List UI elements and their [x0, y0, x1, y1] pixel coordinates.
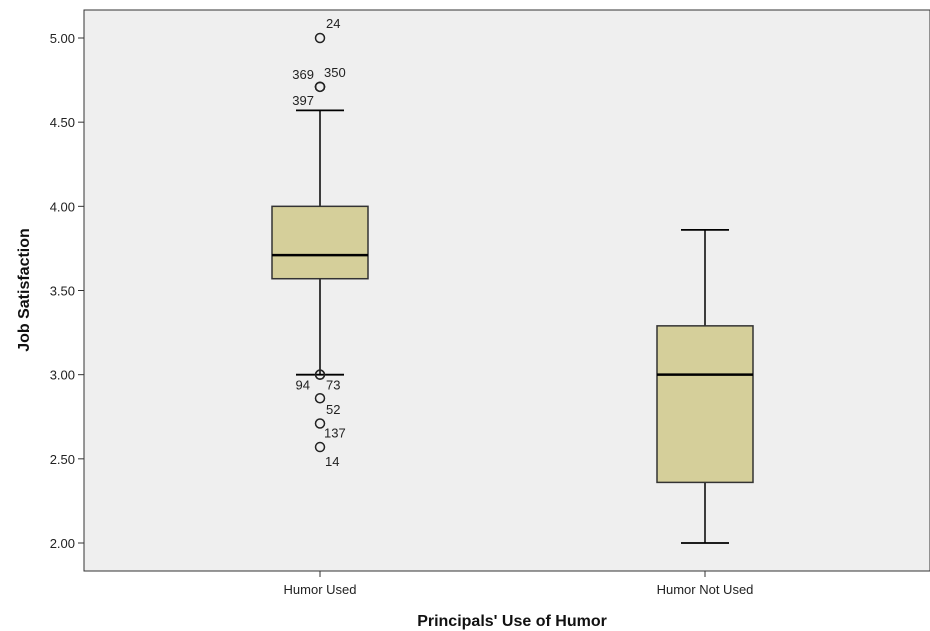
- x-tick-label: Humor Not Used: [657, 582, 754, 597]
- y-tick-label: 3.50: [50, 284, 75, 299]
- outlier-point: [314, 81, 326, 93]
- y-tick-label: 2.00: [50, 536, 75, 551]
- outlier-label: 94: [296, 378, 310, 393]
- x-tick-label: Humor Used: [284, 582, 357, 597]
- outlier-label: 137: [324, 425, 346, 440]
- y-tick-label: 3.00: [50, 368, 75, 383]
- iqr-box: [271, 205, 369, 280]
- outlier-label: 52: [326, 402, 340, 417]
- y-tick-label: 5.00: [50, 31, 75, 46]
- outlier-point: [314, 32, 326, 44]
- outlier-point: [314, 392, 326, 404]
- boxes: 24 369 350 397 94 73 52 137 14: [271, 16, 754, 544]
- iqr-box: [656, 325, 754, 484]
- box-2: [656, 228, 754, 544]
- x-axis-title: Principals' Use of Humor: [417, 613, 607, 630]
- outlier-label: 14: [325, 454, 339, 469]
- outlier-point: [314, 369, 326, 380]
- y-tick-label: 4.00: [50, 199, 75, 214]
- outlier-point: [314, 418, 326, 429]
- x-axis: Humor Used Humor Not Used: [284, 571, 754, 597]
- plot-area: [83, 9, 930, 572]
- outlier-point: [314, 441, 326, 453]
- outlier-label: 24: [326, 16, 340, 31]
- box-1: 24 369 350 397 94 73 52 137 14: [271, 16, 369, 469]
- outlier-label: 369: [292, 67, 314, 82]
- outlier-label: 350: [324, 65, 346, 80]
- y-tick-label: 4.50: [50, 115, 75, 130]
- outlier-label: 73: [326, 378, 340, 393]
- y-axis-title: Job Satisfaction: [16, 228, 33, 352]
- outlier-label: 397: [292, 93, 314, 108]
- y-axis: 2.00 2.50 3.00 3.50 4.00 4.50 5.00: [50, 31, 84, 551]
- y-tick-label: 2.50: [50, 452, 75, 467]
